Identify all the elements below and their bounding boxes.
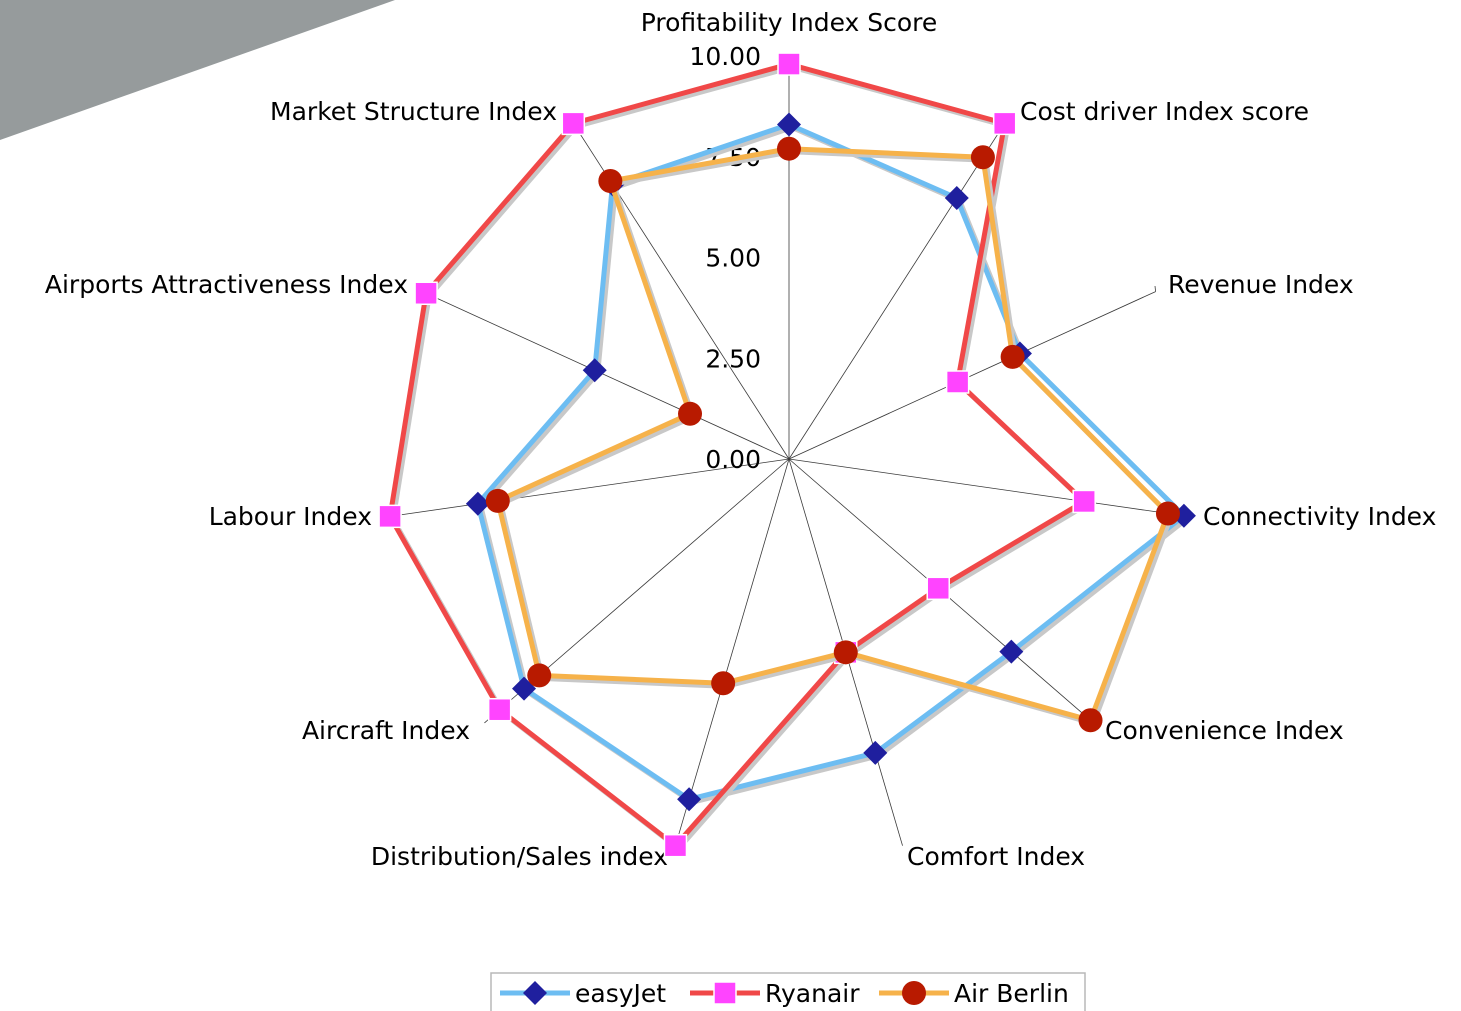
spoke-extension — [1154, 285, 1156, 292]
axis-label: Market Structure Index — [270, 97, 557, 126]
data-point — [711, 671, 736, 696]
data-point — [777, 136, 801, 161]
axis-label: Airports Attractiveness Index — [45, 270, 408, 299]
data-point — [944, 185, 969, 210]
data-point — [598, 168, 623, 193]
legend-box — [490, 972, 1086, 1011]
data-point — [999, 639, 1024, 664]
data-point — [926, 576, 950, 601]
data-point — [487, 697, 512, 722]
axis-label: Convenience Index — [1105, 716, 1344, 745]
data-point — [527, 663, 552, 688]
legend-label: Air Berlin — [954, 979, 1069, 1008]
spoke — [788, 458, 1188, 517]
series-shadow — [390, 64, 1092, 853]
data-point — [561, 111, 586, 136]
data-point — [713, 981, 737, 1005]
data-point — [677, 787, 702, 812]
axis-label: Connectivity Index — [1203, 502, 1436, 531]
axis-label: Aircraft Index — [302, 716, 470, 745]
data-point — [663, 833, 688, 858]
axis-label: Revenue Index — [1168, 270, 1354, 299]
axis-label: Profitability Index Score — [641, 8, 938, 37]
tick-label: 10.00 — [689, 42, 761, 71]
spoke — [788, 291, 1156, 460]
legend-label: Ryanair — [765, 979, 860, 1008]
data-point — [777, 52, 801, 76]
spoke — [390, 458, 790, 517]
data-point — [485, 488, 510, 513]
series-line — [495, 146, 1171, 723]
data-point — [1072, 489, 1096, 514]
spoke — [675, 458, 790, 846]
data-point — [970, 145, 995, 170]
axis-label: Cost driver Index score — [1020, 97, 1309, 126]
tick-label: 2.50 — [705, 344, 761, 373]
data-point — [465, 491, 490, 516]
spoke — [788, 119, 1008, 460]
axis-label: Labour Index — [209, 502, 372, 531]
spoke — [422, 291, 790, 460]
axis-label: Distribution/Sales index — [371, 842, 668, 871]
data-point — [777, 112, 801, 137]
data-point — [1000, 344, 1025, 369]
data-point — [678, 401, 703, 426]
corner-decoration — [0, 0, 395, 140]
data-point — [902, 981, 926, 1005]
legend-label: easyJet — [575, 979, 666, 1008]
data-point — [992, 111, 1017, 136]
data-point — [523, 981, 547, 1005]
data-point — [378, 504, 402, 529]
axis-label: Comfort Index — [907, 842, 1085, 871]
data-point — [833, 640, 858, 665]
series-easyjet — [465, 112, 1196, 812]
tick-label: 0.00 — [705, 445, 761, 474]
data-point — [1155, 501, 1180, 526]
legend: easyJet Ryanair Air Berlin — [490, 972, 1086, 1011]
data-point — [945, 370, 970, 394]
tick-label: 5.00 — [705, 244, 761, 273]
series-air-berlin — [485, 136, 1180, 733]
data-point — [582, 358, 607, 383]
data-point — [1078, 708, 1103, 733]
data-point — [863, 740, 888, 765]
data-point — [414, 281, 438, 306]
series-line — [387, 61, 1087, 849]
